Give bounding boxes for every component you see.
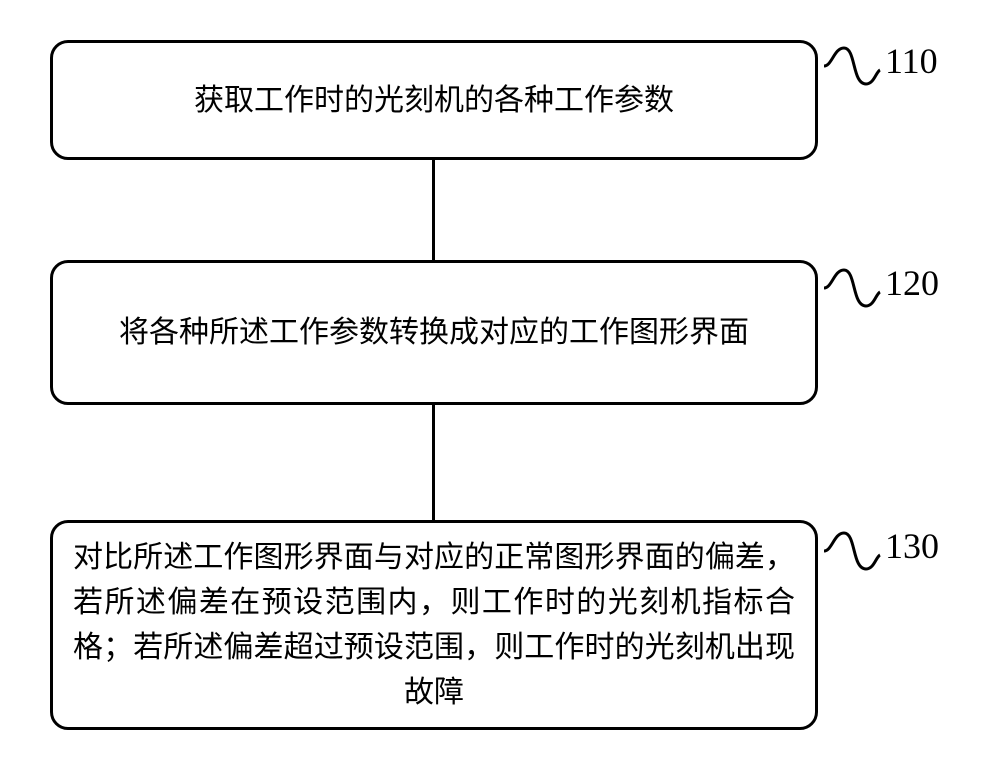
flow-node-2: 将各种所述工作参数转换成对应的工作图形界面 (50, 260, 818, 405)
flow-node-3-text: 对比所述工作图形界面与对应的正常图形界面的偏差，若所述偏差在预设范围内，则工作时… (73, 535, 795, 715)
callout-squiggle-2 (822, 264, 882, 312)
connector-2-3 (432, 405, 435, 520)
flow-node-2-text: 将各种所述工作参数转换成对应的工作图形界面 (119, 310, 749, 355)
flow-node-3: 对比所述工作图形界面与对应的正常图形界面的偏差，若所述偏差在预设范围内，则工作时… (50, 520, 818, 730)
flow-label-2: 120 (885, 262, 939, 304)
flowchart-canvas: 获取工作时的光刻机的各种工作参数 110 将各种所述工作参数转换成对应的工作图形… (0, 0, 1000, 778)
callout-squiggle-1 (822, 42, 882, 90)
flow-node-1: 获取工作时的光刻机的各种工作参数 (50, 40, 818, 160)
connector-1-2 (432, 160, 435, 260)
callout-squiggle-3 (822, 527, 882, 575)
flow-label-3: 130 (885, 525, 939, 567)
flow-label-1: 110 (885, 40, 938, 82)
flow-node-1-text: 获取工作时的光刻机的各种工作参数 (194, 78, 674, 123)
